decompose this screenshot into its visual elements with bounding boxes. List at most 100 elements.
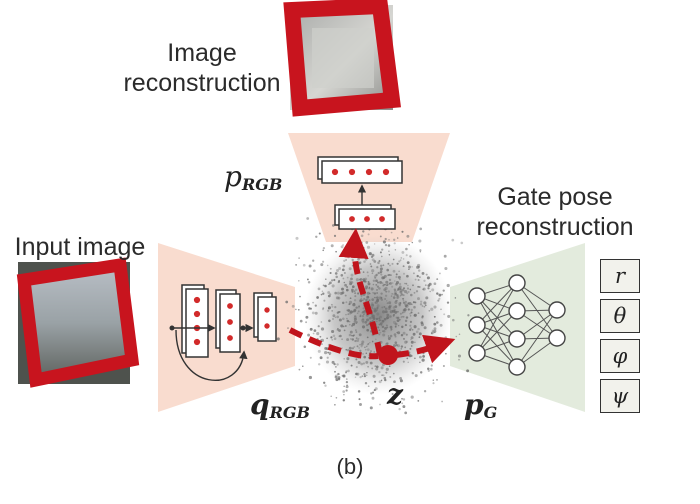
latent-point — [339, 334, 342, 338]
latent-point — [399, 259, 402, 261]
latent-point — [409, 255, 412, 258]
latent-point — [370, 350, 372, 353]
latent-point — [308, 375, 312, 380]
latent-point — [359, 343, 361, 346]
latent-point — [417, 269, 421, 272]
latent-point — [347, 309, 351, 312]
latent-point — [389, 376, 392, 378]
latent-point — [322, 260, 325, 263]
latent-point — [345, 301, 348, 304]
latent-point — [357, 338, 360, 340]
latent-point — [410, 338, 412, 341]
latent-point — [391, 282, 394, 284]
latent-point — [438, 293, 442, 297]
latent-point — [391, 393, 394, 395]
latent-point — [382, 363, 385, 367]
latent-point — [406, 287, 410, 290]
latent-point — [372, 391, 375, 394]
latent-point — [402, 265, 405, 268]
latent-point — [372, 283, 375, 286]
latent-point — [317, 363, 321, 366]
latent-point — [367, 233, 370, 236]
latent-point — [387, 262, 390, 265]
latent-point — [351, 322, 356, 326]
latent-point — [329, 281, 332, 285]
latent-point — [322, 249, 324, 252]
latent-point — [433, 282, 437, 286]
latent-point — [384, 237, 387, 241]
latent-point — [383, 317, 387, 321]
latent-point — [398, 318, 401, 321]
latent-point — [352, 310, 355, 313]
latent-point — [386, 283, 389, 286]
latent-point — [430, 332, 433, 335]
latent-point — [370, 302, 374, 305]
latent-point — [393, 380, 396, 384]
latent-point — [418, 239, 422, 243]
latent-point — [402, 294, 405, 297]
latent-point — [366, 348, 370, 351]
latent-point — [359, 268, 362, 271]
latent-point — [341, 268, 345, 272]
mlp-node — [468, 287, 486, 305]
latent-point — [359, 403, 362, 406]
latent-point — [448, 339, 451, 342]
latent-point — [363, 355, 367, 359]
latent-point — [340, 245, 344, 249]
latent-point — [365, 360, 369, 364]
latent-point — [322, 246, 326, 250]
latent-point — [412, 272, 415, 275]
latent-point — [385, 280, 389, 284]
latent-point — [361, 315, 365, 318]
latent-point — [362, 278, 366, 282]
latent-point — [407, 361, 409, 363]
latent-point — [358, 262, 361, 265]
gate-pose-reconstruction-label: Gate pose reconstruction — [460, 182, 650, 242]
latent-point — [408, 265, 411, 269]
latent-point — [345, 348, 348, 351]
latent-point — [333, 234, 337, 237]
latent-point — [393, 344, 396, 348]
latent-point — [368, 287, 371, 290]
latent-point — [378, 317, 381, 320]
latent-point — [386, 313, 390, 317]
latent-point — [379, 267, 383, 271]
latent-point — [357, 257, 360, 261]
latent-point — [382, 264, 385, 267]
latent-point — [394, 305, 398, 308]
latent-point — [335, 275, 338, 279]
latent-point — [396, 316, 400, 320]
latent-point — [400, 316, 403, 319]
latent-point — [324, 346, 328, 350]
latent-point — [367, 274, 370, 277]
latent-point — [402, 297, 405, 300]
image-reconstruction-label: Image reconstruction — [122, 38, 282, 98]
latent-point — [418, 332, 422, 336]
latent-point — [316, 332, 320, 336]
latent-point — [298, 280, 300, 282]
latent-point — [424, 284, 427, 287]
image-reconstruction-line-2: reconstruction — [123, 69, 281, 97]
latent-point — [335, 296, 339, 300]
mlp-edge — [476, 310, 518, 354]
latent-point — [407, 308, 410, 311]
latent-point — [306, 302, 310, 306]
latent-point — [403, 308, 407, 312]
latent-point — [385, 324, 388, 327]
latent-point — [361, 375, 364, 378]
latent-point — [357, 310, 360, 313]
latent-point — [436, 278, 439, 280]
latent-point — [380, 366, 384, 370]
latent-point — [365, 241, 369, 244]
latent-point — [371, 340, 374, 343]
latent-point — [402, 398, 406, 401]
latent-point — [432, 382, 435, 385]
latent-point — [432, 379, 435, 381]
latent-point — [442, 364, 445, 368]
latent-point — [457, 354, 462, 358]
latent-point — [381, 319, 385, 323]
latent-point — [410, 340, 414, 344]
latent-flow-arrows — [288, 228, 456, 364]
latent-point — [410, 327, 413, 329]
latent-point — [346, 276, 349, 279]
